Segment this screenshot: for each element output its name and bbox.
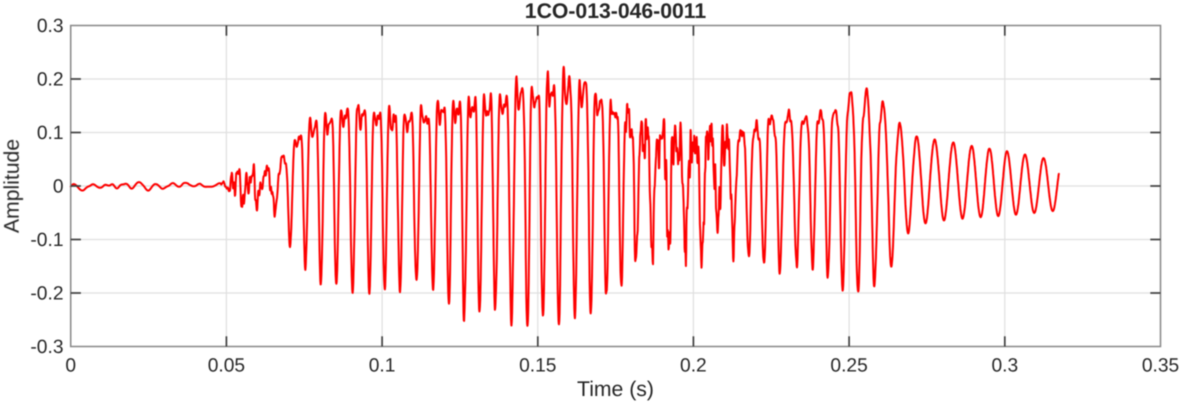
svg-text:0.25: 0.25 — [830, 356, 867, 377]
svg-text:0.15: 0.15 — [519, 356, 556, 377]
svg-text:0.3: 0.3 — [991, 356, 1018, 377]
svg-text:0: 0 — [65, 356, 76, 377]
svg-text:1CO-013-046-0011: 1CO-013-046-0011 — [525, 0, 707, 23]
svg-text:0: 0 — [53, 177, 64, 198]
svg-text:0.1: 0.1 — [369, 356, 396, 377]
svg-text:-0.1: -0.1 — [30, 230, 63, 251]
svg-text:0.2: 0.2 — [37, 70, 64, 91]
svg-text:Time (s): Time (s) — [577, 378, 654, 401]
svg-text:0.2: 0.2 — [680, 356, 707, 377]
svg-text:0.05: 0.05 — [208, 356, 245, 377]
svg-text:-0.3: -0.3 — [30, 337, 63, 358]
svg-text:Amplitude: Amplitude — [1, 139, 24, 233]
svg-text:-0.2: -0.2 — [30, 284, 63, 305]
svg-text:0.3: 0.3 — [37, 16, 64, 37]
svg-text:0.35: 0.35 — [1142, 356, 1179, 377]
svg-text:0.1: 0.1 — [37, 123, 64, 144]
